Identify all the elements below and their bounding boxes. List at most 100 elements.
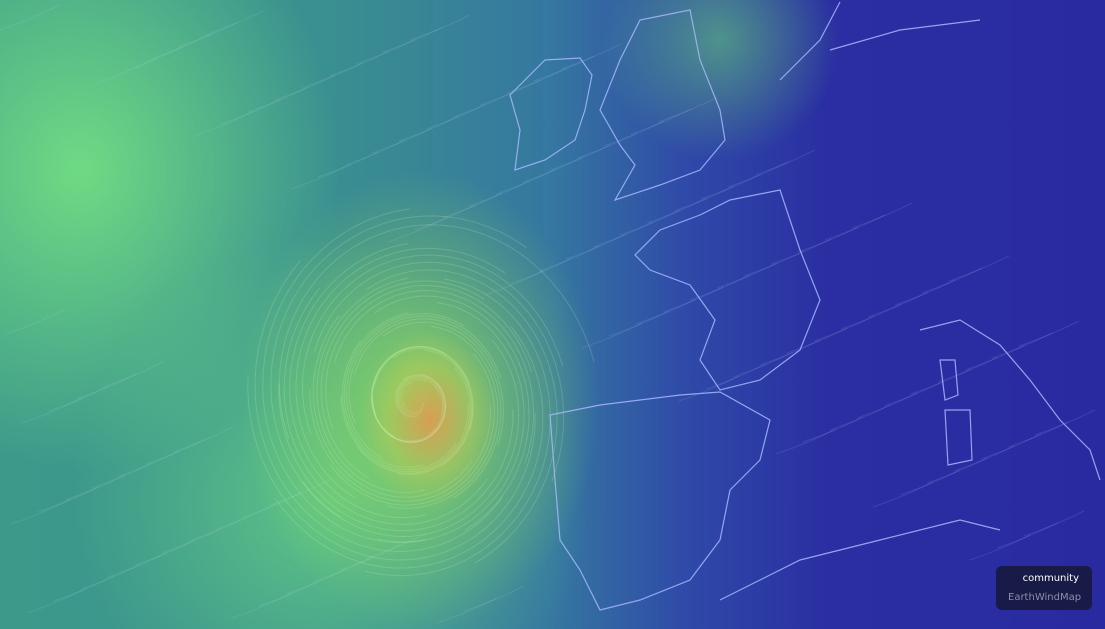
streamline (150, 33, 212, 60)
streamline (549, 144, 611, 171)
streamline (80, 563, 142, 590)
streamline (204, 9, 266, 36)
streamline (759, 339, 821, 366)
streamline (289, 243, 426, 519)
streamline (64, 474, 126, 501)
streamline (356, 367, 471, 474)
africa-coast (719, 519, 1001, 601)
streamline (662, 286, 724, 313)
streamline (325, 285, 532, 430)
streamline (872, 481, 934, 508)
community-badge[interactable]: community EarthWindMap (996, 566, 1092, 610)
streamline (312, 314, 473, 498)
streamline (635, 298, 697, 325)
streamline (258, 580, 320, 607)
streamline (309, 389, 492, 502)
streamline (344, 139, 406, 166)
streamline (705, 363, 767, 390)
streamline (188, 515, 250, 542)
streamline (374, 346, 474, 430)
streamline (980, 433, 1042, 460)
streamline (312, 556, 374, 583)
streamline (867, 291, 929, 318)
streamline (278, 224, 595, 439)
streamline (317, 151, 379, 178)
streamline (840, 303, 902, 330)
streamline (396, 378, 428, 418)
streamline (463, 585, 525, 612)
streamline (383, 321, 502, 499)
streamline (371, 347, 421, 443)
streamline (161, 527, 223, 554)
streamline (37, 486, 99, 513)
streamline (145, 438, 207, 465)
iberia-coast (549, 391, 771, 611)
streamline (231, 592, 293, 619)
sardinia-coast (944, 409, 973, 466)
streamline (118, 450, 180, 477)
streamline (283, 287, 488, 525)
north-europe-coast (779, 1, 981, 81)
streamline (365, 278, 551, 577)
streamline (329, 353, 495, 506)
streamline (673, 185, 735, 212)
streamline (484, 269, 546, 296)
streamline (829, 404, 891, 431)
streamline (48, 385, 110, 412)
streamline (727, 161, 789, 188)
streamline (274, 326, 544, 569)
streamline (254, 260, 503, 553)
streamline (397, 349, 473, 476)
streamline (813, 315, 875, 342)
streamline (316, 277, 425, 494)
france-coast (634, 189, 821, 391)
streamline (619, 209, 681, 236)
streamline (134, 539, 196, 566)
streamline (414, 204, 476, 231)
streamline (328, 50, 390, 77)
streamline (341, 340, 457, 471)
italy-coast (919, 319, 1101, 481)
streamline (274, 74, 336, 101)
streamline (403, 401, 424, 414)
streamline (608, 310, 670, 337)
streamline (406, 373, 446, 442)
streamline (345, 313, 465, 459)
streamline (856, 392, 918, 419)
streamline (398, 115, 460, 142)
streamline (1034, 409, 1096, 436)
streamline (371, 345, 446, 439)
community-label: community (1022, 573, 1079, 584)
streamline (894, 279, 956, 306)
streamline (630, 108, 692, 135)
streamline (302, 339, 520, 538)
streamline (355, 38, 417, 65)
brand-label: EarthWindMap (1008, 592, 1082, 603)
streamline (340, 394, 469, 473)
streamline (398, 381, 418, 418)
streamline (269, 479, 331, 506)
streamline (996, 522, 1058, 549)
streamline (824, 214, 886, 241)
streamline (0, 4, 61, 31)
streamline (123, 45, 185, 72)
streamline (403, 374, 445, 435)
streamline (215, 503, 277, 530)
streamline (700, 173, 762, 200)
streamline (926, 457, 988, 484)
streamline (522, 156, 584, 183)
streamline (452, 91, 514, 118)
streamline (797, 226, 859, 253)
streamline (395, 376, 440, 409)
streamline (387, 325, 499, 509)
streamline (247, 86, 309, 113)
streamline (366, 269, 558, 564)
streamline (371, 366, 441, 443)
streamline (716, 262, 778, 289)
streamline (333, 289, 535, 464)
streamline (775, 428, 837, 455)
streamline (533, 55, 595, 82)
streamline (395, 375, 444, 415)
streamline (678, 375, 740, 402)
